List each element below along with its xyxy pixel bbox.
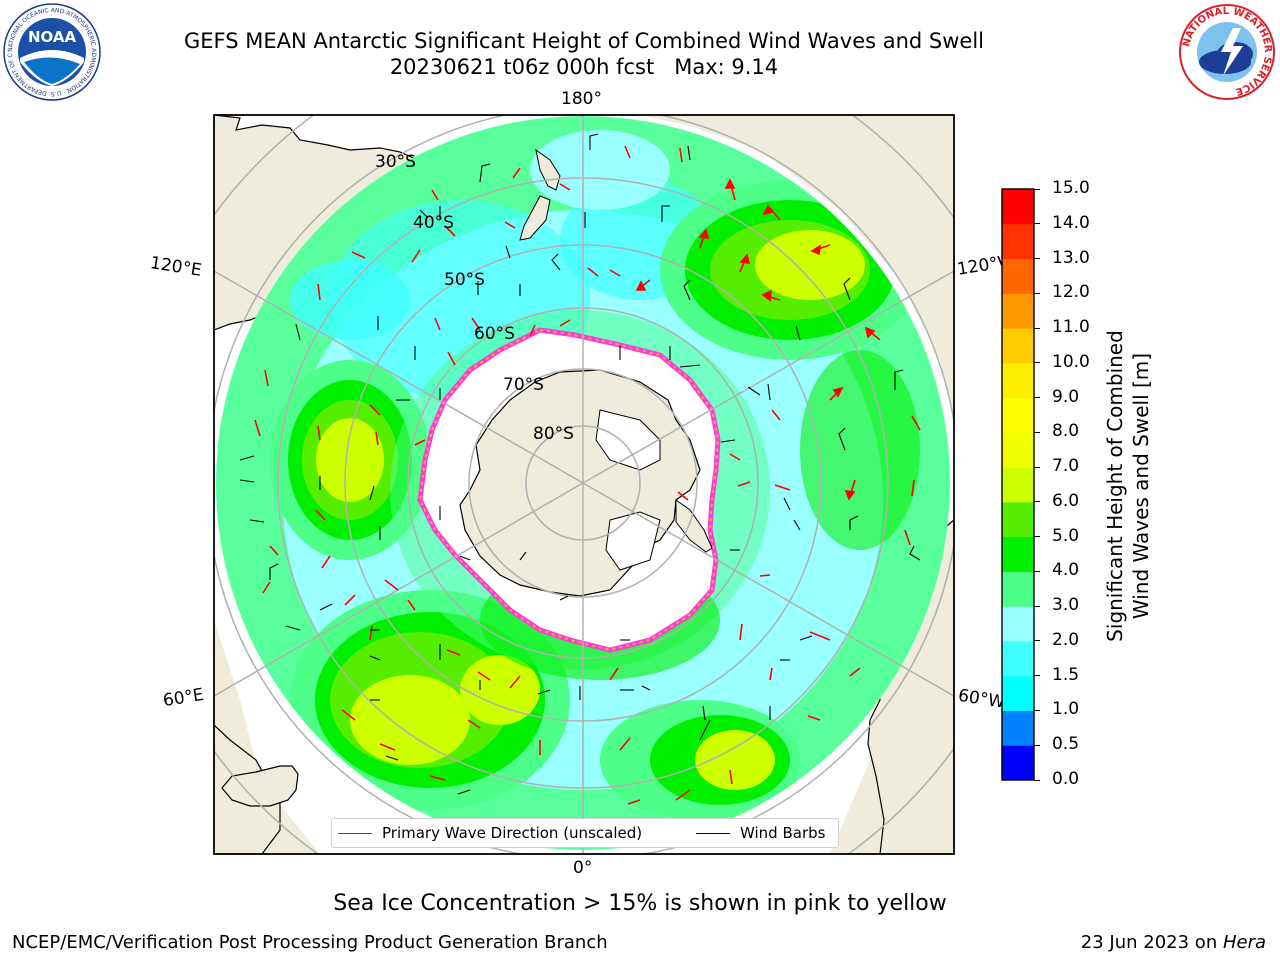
colorbar-tick-label: 11.0 xyxy=(1052,317,1090,338)
nws-logo: NATIONAL WEATHER SERVICE xyxy=(1179,4,1275,100)
colorbar-bin xyxy=(1002,501,1034,538)
colorbar-tick-mark xyxy=(1034,466,1040,468)
colorbar-tick-mark xyxy=(1034,327,1040,329)
colorbar-tick-label: 10.0 xyxy=(1052,351,1090,372)
colorbar-tick-label: 12.0 xyxy=(1052,282,1090,303)
colorbar-tick-mark xyxy=(1034,675,1040,677)
colorbar-bin xyxy=(1002,675,1034,711)
lat-label-60s: 60°S xyxy=(474,324,515,344)
colorbar-tick-label: 5.0 xyxy=(1052,525,1080,546)
colorbar-tick-label: 6.0 xyxy=(1052,490,1080,511)
footer-credit: NCEP/EMC/Verification Post Processing Pr… xyxy=(12,932,608,953)
colorbar-tick-label: 13.0 xyxy=(1052,247,1090,268)
footer-date: 23 Jun 2023 on Hera xyxy=(1081,932,1266,953)
colorbar-bins xyxy=(1002,189,1034,781)
legend-label-wind-barbs: Wind Barbs xyxy=(740,824,826,842)
colorbar-bin xyxy=(1002,362,1034,399)
lat-label-70s: 70°S xyxy=(503,375,544,395)
colorbar-tick-mark xyxy=(1034,536,1040,538)
colorbar-tick-mark xyxy=(1034,188,1040,190)
colorbar-bin xyxy=(1002,606,1034,642)
chart-subtitle: 20230621 t06z 000h fcst Max: 9.14 xyxy=(389,55,779,79)
colorbar-bin xyxy=(1002,258,1034,294)
colorbar-tick-mark xyxy=(1034,709,1040,711)
lat-label-40s: 40°S xyxy=(413,213,454,233)
wave-direction-arrows xyxy=(254,145,921,805)
colorbar-bin xyxy=(1002,293,1034,329)
colorbar-title: Significant Height of Combined Wind Wave… xyxy=(1102,330,1154,642)
colorbar-tick-label: 1.5 xyxy=(1052,664,1080,685)
colorbar-tick-label: 0.0 xyxy=(1052,769,1080,789)
colorbar-tick-mark xyxy=(1034,779,1040,781)
lon-label-0: 0° xyxy=(573,858,593,878)
colorbar-tick-label: 15.0 xyxy=(1052,178,1090,198)
colorbar-tick-label: 9.0 xyxy=(1052,386,1080,407)
colorbar-tick-mark xyxy=(1034,501,1040,503)
colorbar-tick-label: 3.0 xyxy=(1052,595,1080,616)
legend-swatch-wind-barbs xyxy=(696,832,730,834)
madagascar-land xyxy=(221,765,299,807)
colorbar-border xyxy=(1001,188,1035,781)
colorbar-tick-mark xyxy=(1034,258,1040,260)
lon-label-180: 180° xyxy=(561,89,602,109)
sea-ice-note: Sea Ice Concentration > 15% is shown in … xyxy=(333,891,947,916)
colorbar-bin xyxy=(1002,640,1034,677)
noaa-logo-text: NOAA xyxy=(28,28,77,46)
lat-label-50s: 50°S xyxy=(444,270,485,290)
colorbar-bin xyxy=(1002,328,1034,364)
colorbar-tick-label: 2.0 xyxy=(1052,629,1080,650)
colorbar-tick-mark xyxy=(1034,431,1040,433)
colorbar-bin xyxy=(1002,710,1034,746)
colorbar-tick-label: 4.0 xyxy=(1052,560,1080,581)
noaa-logo: NATIONAL OCEANIC AND ATMOSPHERIC ADMINIS… xyxy=(2,2,101,101)
colorbar-title-line2: Wind Waves and Swell [m] xyxy=(1129,352,1153,620)
footer-date-text: 23 Jun 2023 on xyxy=(1080,932,1223,953)
legend-swatch-wave-direction xyxy=(338,832,372,834)
legend-label-wave-direction: Primary Wave Direction (unscaled) xyxy=(382,824,643,842)
lat-label-30s: 30°S xyxy=(375,152,416,172)
lat-label-80s: 80°S xyxy=(533,424,574,444)
colorbar-bin xyxy=(1002,397,1034,433)
colorbar-tick-mark xyxy=(1034,605,1040,607)
colorbar-tick-label: 7.0 xyxy=(1052,456,1080,477)
colorbar-bin xyxy=(1002,745,1034,781)
colorbar-bin xyxy=(1002,432,1034,468)
colorbar xyxy=(1001,188,1035,781)
map-legend: Primary Wave Direction (unscaled) Wind B… xyxy=(331,818,839,848)
colorbar-bin xyxy=(1002,571,1034,607)
colorbar-tick-label: 14.0 xyxy=(1052,212,1090,233)
colorbar-tick-mark xyxy=(1034,640,1040,642)
legend-item-wind-barbs: Wind Barbs xyxy=(696,824,825,842)
colorbar-tick-label: 0.5 xyxy=(1052,734,1080,755)
colorbar-bin xyxy=(1002,223,1034,260)
colorbar-tick-label: 1.0 xyxy=(1052,699,1080,720)
colorbar-bin xyxy=(1002,189,1034,225)
colorbar-tick-label: 8.0 xyxy=(1052,421,1080,442)
new-zealand-south xyxy=(519,195,551,241)
map-frame xyxy=(213,114,955,855)
colorbar-tick-mark xyxy=(1034,292,1040,294)
colorbar-tick-mark xyxy=(1034,744,1040,746)
chart-title: GEFS MEAN Antarctic Significant Height o… xyxy=(183,29,985,53)
colorbar-tick-mark xyxy=(1034,397,1040,399)
colorbar-tick-mark xyxy=(1034,223,1040,225)
wind-barbs xyxy=(239,133,921,795)
colorbar-tick-mark xyxy=(1034,362,1040,364)
graticule xyxy=(214,115,954,854)
ross-ice-shelf xyxy=(595,409,661,471)
footer-host: Hera xyxy=(1222,932,1266,953)
colorbar-title-line1: Significant Height of Combined xyxy=(1103,330,1127,642)
colorbar-tick-mark xyxy=(1034,570,1040,572)
legend-item-wave-direction: Primary Wave Direction (unscaled) xyxy=(338,824,642,842)
colorbar-bin xyxy=(1002,536,1034,572)
colorbar-bin xyxy=(1002,467,1034,503)
